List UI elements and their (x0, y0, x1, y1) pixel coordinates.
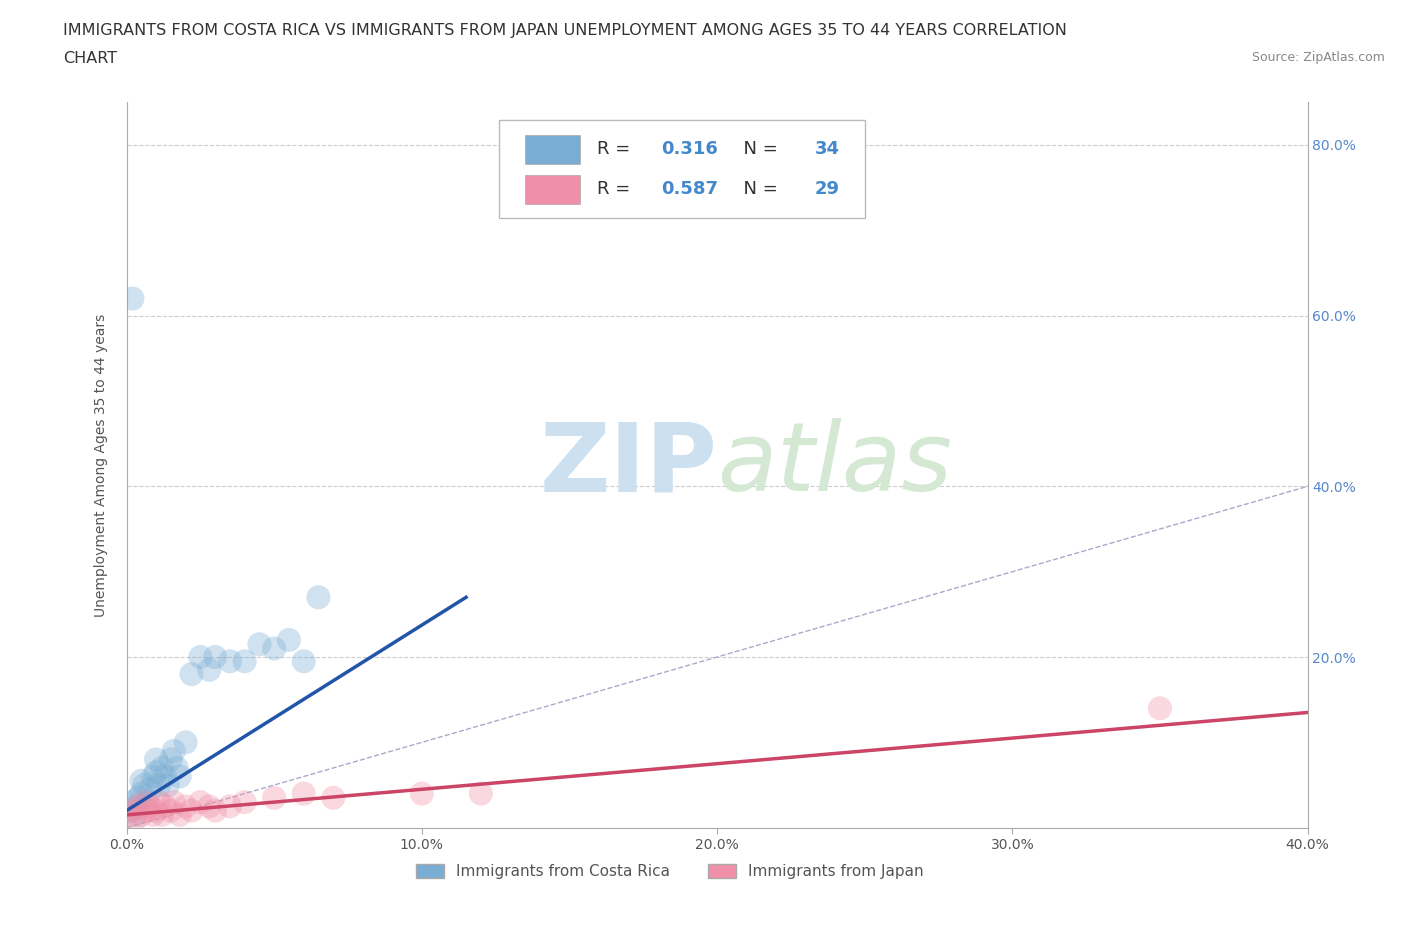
Point (142, 807, 165, 822)
Point (124, 812, 146, 827)
Point (188, 649, 212, 664)
Y-axis label: Unemployment Among Ages 35 to 44 years: Unemployment Among Ages 35 to 44 years (94, 313, 108, 617)
Point (160, 752, 183, 767)
Text: R =: R = (596, 180, 636, 198)
Point (174, 799, 197, 814)
Point (292, 654, 315, 669)
Point (163, 743, 186, 758)
Point (134, 794, 156, 809)
Point (263, 790, 285, 805)
Point (219, 654, 242, 669)
Point (156, 777, 179, 792)
Point (145, 804, 167, 818)
Point (233, 654, 256, 669)
Text: 34: 34 (815, 140, 841, 158)
Point (148, 794, 170, 809)
Point (127, 799, 149, 814)
Text: R =: R = (596, 140, 636, 158)
Point (249, 637, 271, 652)
Point (180, 667, 202, 682)
FancyBboxPatch shape (499, 120, 865, 219)
Point (139, 782, 162, 797)
Text: N =: N = (733, 180, 785, 198)
Point (322, 790, 344, 805)
Point (145, 752, 167, 767)
Point (1149, 701, 1171, 716)
Text: IMMIGRANTS FROM COSTA RICA VS IMMIGRANTS FROM JAPAN UNEMPLOYMENT AMONG AGES 35 T: IMMIGRANTS FROM COSTA RICA VS IMMIGRANTS… (63, 23, 1067, 38)
Point (169, 769, 191, 784)
Point (166, 761, 188, 776)
Point (150, 761, 173, 776)
Point (180, 804, 202, 818)
Point (160, 804, 183, 818)
Point (136, 804, 159, 818)
Point (278, 632, 301, 647)
Point (198, 662, 221, 677)
Text: N =: N = (733, 140, 785, 158)
Point (127, 790, 149, 805)
Point (411, 786, 433, 801)
Point (139, 799, 162, 814)
Point (219, 799, 242, 814)
Point (204, 649, 226, 664)
Point (169, 807, 191, 822)
Legend: Immigrants from Costa Rica, Immigrants from Japan: Immigrants from Costa Rica, Immigrants f… (411, 858, 929, 885)
Text: 0.316: 0.316 (662, 140, 718, 158)
Point (129, 786, 153, 801)
Point (118, 807, 141, 822)
Point (134, 777, 156, 792)
Point (124, 807, 146, 822)
Point (174, 735, 197, 750)
FancyBboxPatch shape (524, 175, 581, 204)
Point (198, 799, 221, 814)
Point (129, 774, 153, 789)
Point (470, 786, 492, 801)
Point (124, 799, 146, 814)
Text: 0.587: 0.587 (662, 180, 718, 198)
Text: ZIP: ZIP (538, 418, 717, 512)
Point (153, 769, 176, 784)
Point (121, 291, 143, 306)
Point (204, 804, 226, 818)
Point (308, 590, 330, 604)
Text: atlas: atlas (717, 418, 952, 512)
Point (263, 641, 285, 656)
Point (150, 807, 173, 822)
Point (153, 799, 176, 814)
Point (129, 807, 153, 822)
Text: 29: 29 (815, 180, 841, 198)
Point (121, 794, 143, 809)
FancyBboxPatch shape (524, 135, 581, 164)
Text: Source: ZipAtlas.com: Source: ZipAtlas.com (1251, 51, 1385, 64)
Point (188, 794, 212, 809)
Point (163, 794, 186, 809)
Point (142, 769, 165, 784)
Text: CHART: CHART (63, 51, 117, 66)
Point (233, 794, 256, 809)
Point (292, 786, 315, 801)
Point (148, 777, 170, 792)
Point (145, 764, 167, 779)
Point (118, 804, 141, 818)
Point (121, 804, 143, 818)
Point (136, 794, 159, 809)
